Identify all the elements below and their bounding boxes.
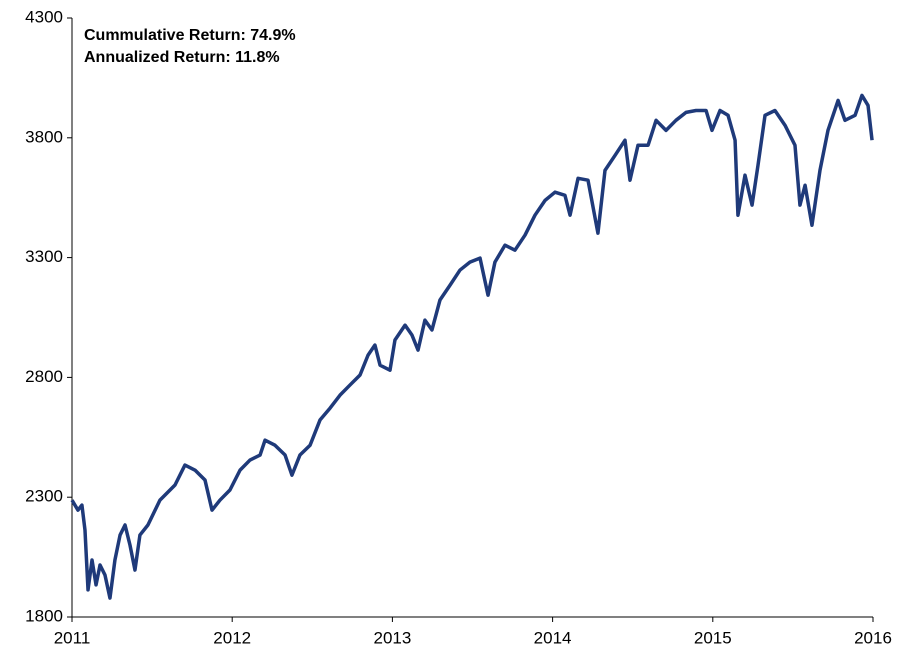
x-tick-label: 2011 <box>54 628 91 647</box>
y-tick-label: 2800 <box>25 367 63 386</box>
annotation: Annualized Return: 11.8% <box>84 49 280 66</box>
y-tick-label: 1800 <box>25 606 63 625</box>
y-tick-label: 4300 <box>25 7 63 26</box>
y-tick-label: 3300 <box>25 247 63 266</box>
x-tick-label: 2015 <box>694 628 732 647</box>
x-tick-label: 2016 <box>854 628 892 647</box>
y-tick-label: 2300 <box>25 487 63 506</box>
x-tick-label: 2013 <box>373 628 411 647</box>
annotation: Cummulative Return: 74.9% <box>84 27 296 44</box>
x-tick-label: 2014 <box>534 628 572 647</box>
x-tick-label: 2012 <box>213 628 251 647</box>
line-series <box>70 93 874 600</box>
y-tick-label: 3800 <box>25 127 63 146</box>
